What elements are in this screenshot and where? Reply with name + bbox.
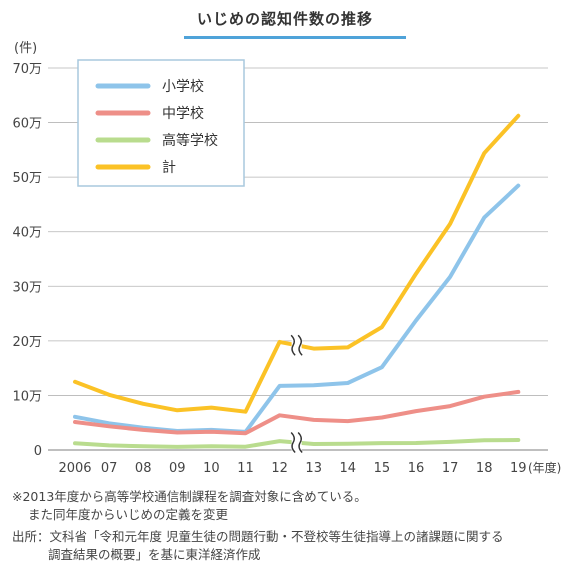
legend-label: 中学校 <box>162 105 204 122</box>
y-tick-label: 30万 <box>12 280 42 295</box>
break-mark <box>297 432 303 454</box>
x-tick-label: 19 <box>510 461 527 476</box>
break-mark <box>297 334 303 356</box>
series-line <box>73 389 521 436</box>
y-tick-label: 40万 <box>12 226 42 241</box>
source-line-2: 調査結果の概要」を基に東洋経済作成 <box>48 547 261 562</box>
legend-label: 小学校 <box>162 78 204 95</box>
x-tick-label: 2006 <box>58 461 91 476</box>
break-gap <box>291 333 302 358</box>
legend-label: 計 <box>162 160 176 176</box>
y-tick-label: 20万 <box>12 335 42 350</box>
chart-title: いじめの認知件数の推移 <box>196 10 373 28</box>
x-tick-label: 12 <box>271 461 288 476</box>
legend-label: 高等学校 <box>162 132 218 149</box>
note-line-2: また同年度からいじめの定義を変更 <box>28 507 229 522</box>
line-chart: 0 10万 20万 30万 40万 50万 60万 70万 2006 07 08 09 10 11 12 1… <box>12 41 561 476</box>
x-tick-label: 09 <box>169 461 186 476</box>
y-tick-label: 60万 <box>12 117 42 132</box>
y-tick-label: 10万 <box>12 389 42 404</box>
x-tick-label: 11 <box>237 461 254 476</box>
x-tick-labels: 2006 07 08 09 10 11 12 13 14 15 16 17 18 19 <box>58 461 526 476</box>
y-axis-unit: (件) <box>14 41 37 56</box>
break-gap <box>291 430 302 455</box>
x-tick-label: 18 <box>476 461 493 476</box>
x-tick-label: 17 <box>442 461 459 476</box>
x-tick-label: 10 <box>203 461 220 476</box>
x-tick-label: 14 <box>340 461 357 476</box>
x-tick-label: 15 <box>374 461 391 476</box>
series-line <box>73 183 521 434</box>
break-mark <box>290 334 296 356</box>
note-line-1: ※2013年度から高等学校通信制課程を調査対象に含めている。 <box>12 489 367 504</box>
axis-break-marks <box>290 333 303 455</box>
y-tick-label: 70万 <box>12 62 42 77</box>
x-axis-unit: (年度) <box>528 460 561 475</box>
x-tick-label: 13 <box>305 461 322 476</box>
y-tick-label: 50万 <box>12 171 42 186</box>
title-underline <box>184 36 406 39</box>
y-tick-labels: 0 10万 20万 30万 40万 50万 60万 70万 <box>12 62 42 459</box>
x-tick-label: 08 <box>135 461 152 476</box>
x-tick-label: 07 <box>101 461 118 476</box>
x-tick-label: 16 <box>408 461 425 476</box>
source-line-1: 出所：文科省「令和元年度 児童生徒の問題行動・不登校等生徒指導上の諸課題に関する <box>12 529 504 544</box>
break-mark <box>290 432 296 454</box>
y-tick-label: 0 <box>34 444 42 459</box>
